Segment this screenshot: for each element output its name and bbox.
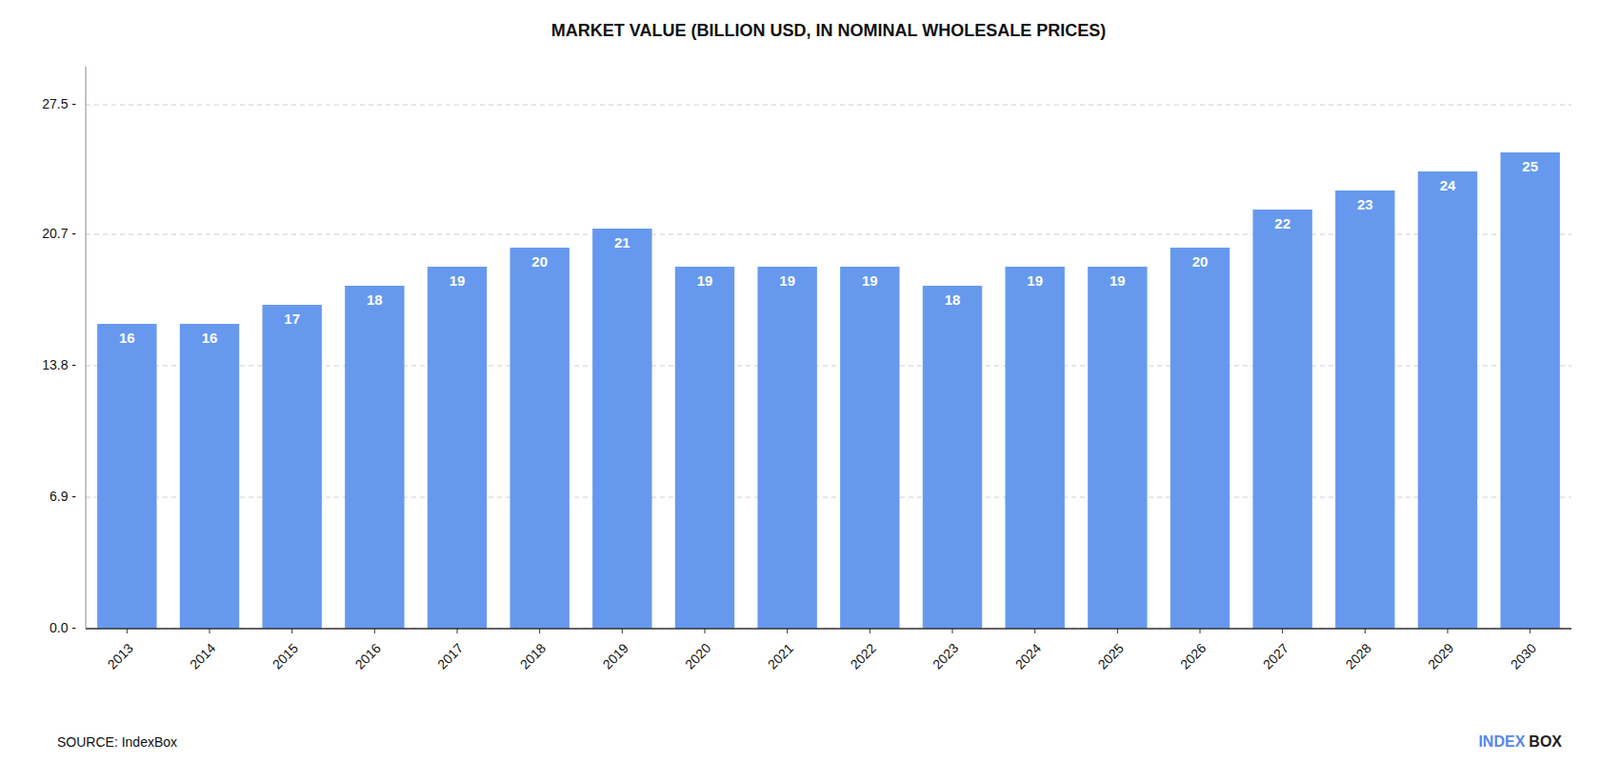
bar bbox=[1418, 171, 1478, 629]
x-tick bbox=[952, 628, 954, 634]
y-tick-label: 13.8 - bbox=[41, 357, 77, 373]
source-text: SOURCE: IndexBox bbox=[57, 734, 178, 750]
x-tick-label: 2019 bbox=[599, 640, 631, 672]
x-tick bbox=[1117, 628, 1119, 634]
x-tick-label: 2015 bbox=[269, 640, 301, 672]
x-tick bbox=[704, 628, 706, 634]
data-label: 19 bbox=[449, 272, 466, 289]
x-tick bbox=[374, 628, 376, 634]
y-tick-label: 20.7 - bbox=[41, 225, 77, 241]
x-tick-label: 2020 bbox=[681, 640, 714, 672]
grid-line bbox=[85, 628, 1572, 630]
bar bbox=[427, 266, 487, 629]
data-label: 16 bbox=[119, 329, 136, 346]
bar bbox=[344, 285, 404, 629]
x-tick-label: 2021 bbox=[764, 640, 797, 672]
data-label: 19 bbox=[779, 272, 796, 289]
logo-text: BOX bbox=[1528, 733, 1562, 750]
x-tick-label: 2016 bbox=[351, 640, 383, 672]
x-tick-label: 2022 bbox=[846, 640, 879, 672]
bar bbox=[1087, 266, 1147, 629]
data-label: 20 bbox=[531, 253, 548, 270]
data-label: 19 bbox=[697, 272, 714, 289]
chart: MARKET VALUE (BILLION USD, IN NOMINAL WH… bbox=[0, 0, 1600, 762]
x-tick bbox=[1200, 628, 1201, 634]
x-tick-label: 2029 bbox=[1424, 640, 1457, 672]
y-tick-label: 0.0 - bbox=[49, 620, 77, 636]
x-tick-label: 2013 bbox=[103, 640, 136, 672]
x-tick bbox=[1447, 628, 1449, 634]
x-tick bbox=[539, 628, 540, 634]
data-label: 25 bbox=[1521, 158, 1539, 175]
y-tick-label: 27.5 - bbox=[41, 96, 77, 112]
x-tick-label: 2023 bbox=[929, 640, 961, 672]
x-tick-label: 2014 bbox=[186, 640, 219, 672]
bar bbox=[1004, 266, 1064, 629]
data-label: 17 bbox=[283, 310, 300, 327]
data-label: 18 bbox=[366, 291, 383, 308]
x-tick-label: 2024 bbox=[1012, 640, 1044, 672]
x-tick-label: 2026 bbox=[1177, 640, 1209, 672]
x-tick bbox=[869, 628, 871, 634]
x-tick-label: 2027 bbox=[1260, 640, 1292, 672]
x-tick bbox=[1281, 628, 1283, 634]
x-tick bbox=[1034, 628, 1036, 634]
data-label: 19 bbox=[861, 272, 879, 289]
grid bbox=[85, 104, 1572, 629]
data-label: 16 bbox=[201, 329, 219, 346]
x-axis-line bbox=[85, 627, 1572, 630]
x-tick-label: 2025 bbox=[1094, 640, 1126, 672]
data-label: 19 bbox=[1026, 272, 1043, 289]
bar bbox=[261, 304, 321, 629]
bar bbox=[1335, 190, 1395, 629]
bar bbox=[1170, 247, 1230, 629]
data-label: 22 bbox=[1274, 215, 1291, 232]
data-label: 18 bbox=[944, 291, 961, 308]
x-tick-label: 2028 bbox=[1341, 640, 1374, 672]
grid-line bbox=[85, 104, 1572, 106]
bar bbox=[757, 266, 817, 629]
title: MARKET VALUE (BILLION USD, IN NOMINAL WH… bbox=[551, 20, 1106, 40]
x-tick bbox=[1529, 628, 1531, 634]
bar bbox=[97, 323, 157, 629]
x-tick bbox=[209, 628, 211, 634]
data-label: 21 bbox=[614, 234, 631, 251]
data-label: 20 bbox=[1192, 253, 1209, 270]
bar bbox=[509, 247, 569, 629]
x-tick bbox=[1364, 628, 1366, 634]
bar bbox=[180, 323, 240, 629]
x-tick-label: 2018 bbox=[517, 640, 549, 672]
x-tick bbox=[621, 628, 623, 634]
x-tick-label: 2017 bbox=[434, 640, 466, 672]
logo-text: INDEX bbox=[1478, 733, 1525, 750]
x-tick bbox=[457, 628, 459, 634]
bar bbox=[922, 285, 982, 629]
data-label: 24 bbox=[1440, 177, 1457, 194]
bar bbox=[675, 266, 735, 629]
x-tick bbox=[291, 628, 293, 634]
x-tick bbox=[786, 628, 788, 634]
bars bbox=[97, 152, 1560, 629]
x-tick bbox=[126, 628, 128, 634]
bar bbox=[840, 266, 900, 629]
bar bbox=[1252, 209, 1312, 629]
y-axis-line bbox=[85, 66, 87, 629]
y-tick-label: 6.9 - bbox=[49, 488, 77, 504]
bar bbox=[1500, 152, 1560, 629]
bar bbox=[592, 228, 652, 629]
data-label: 23 bbox=[1357, 196, 1374, 213]
data-label: 19 bbox=[1109, 272, 1126, 289]
x-tick-label: 2030 bbox=[1507, 640, 1540, 672]
